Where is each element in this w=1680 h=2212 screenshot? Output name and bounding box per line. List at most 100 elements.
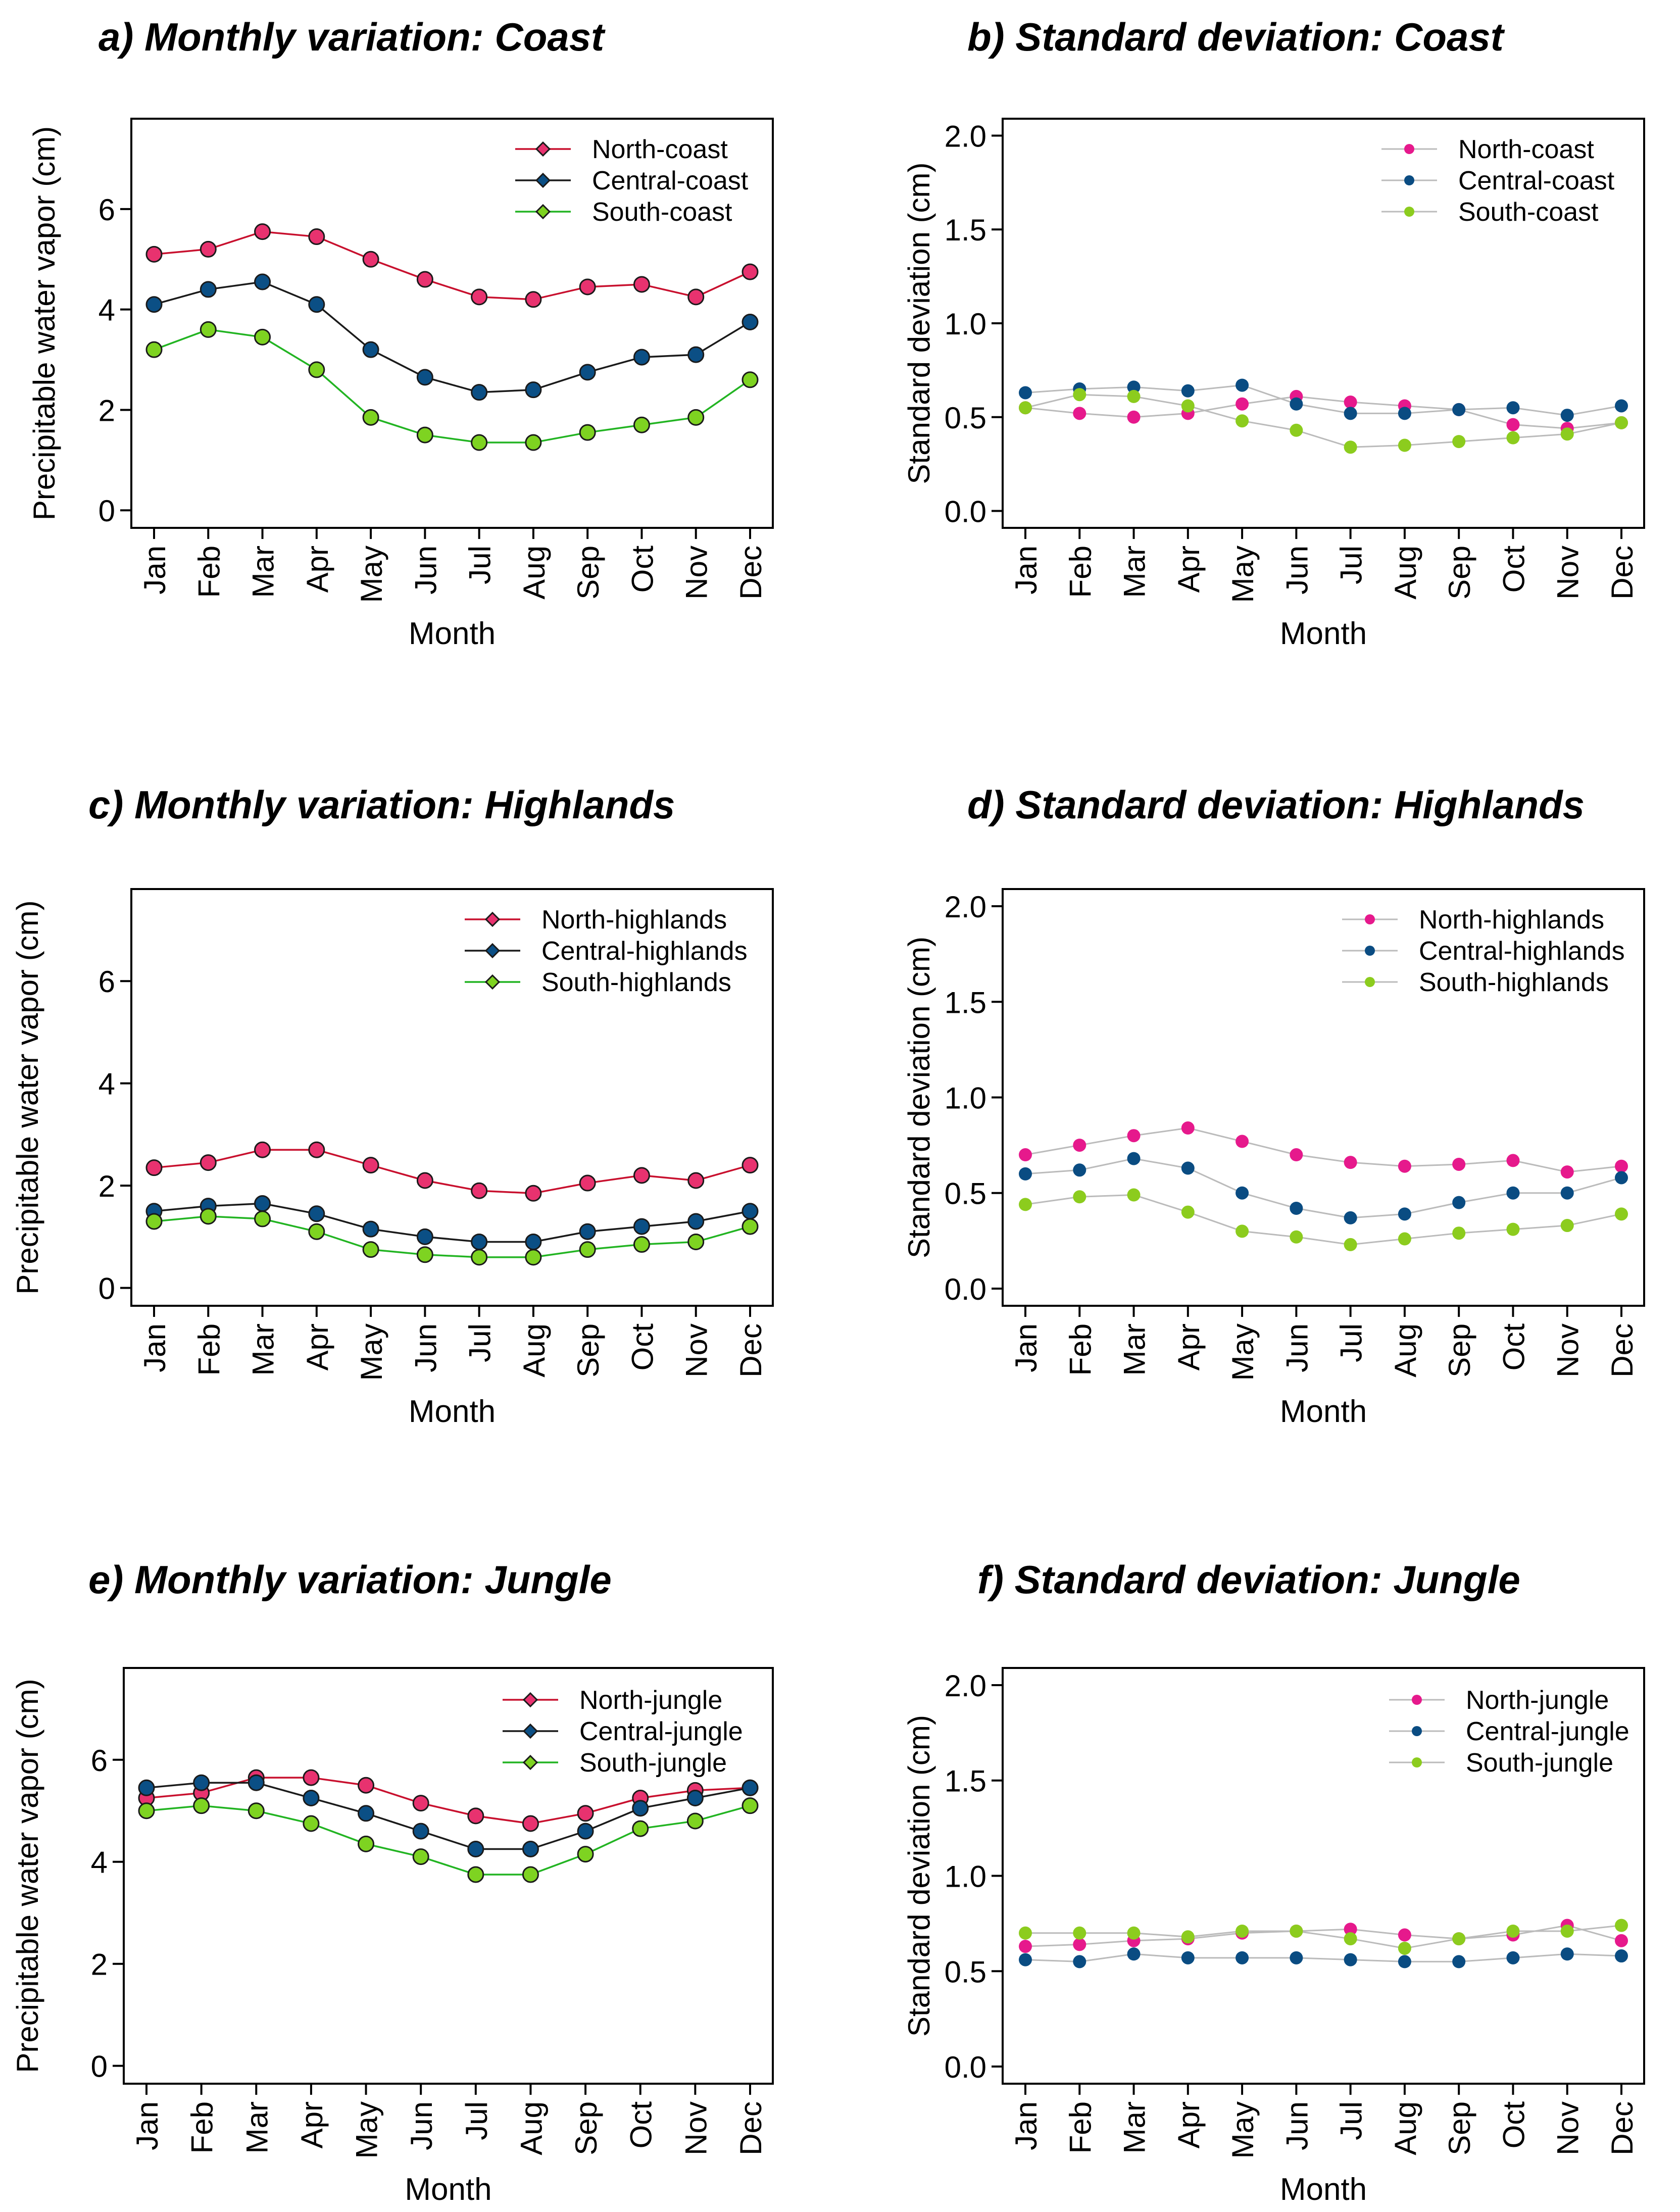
y-tick-label: 0.5	[945, 401, 986, 435]
data-point	[254, 328, 271, 346]
data-point	[193, 1797, 210, 1814]
data-point	[1506, 1222, 1520, 1236]
data-point	[1615, 399, 1628, 413]
data-point	[687, 1213, 705, 1230]
data-point	[687, 346, 705, 363]
y-tick-label: 1.0	[945, 1082, 986, 1115]
data-point	[687, 1233, 705, 1250]
data-point	[1344, 396, 1357, 409]
data-point	[467, 1840, 484, 1857]
data-point	[632, 1820, 649, 1837]
y-axis-label: Precipitable water vapor (cm)	[11, 900, 44, 1294]
x-tick-label: Sep	[571, 546, 605, 600]
y-tick-label: 6	[98, 965, 115, 999]
data-point	[1127, 389, 1141, 403]
data-point	[1019, 1953, 1032, 1967]
y-tick-label: 2	[98, 1169, 115, 1203]
x-tick-label: Sep	[569, 2101, 603, 2155]
x-tick-label: May	[1226, 1323, 1260, 1381]
data-point	[138, 1779, 155, 1796]
x-tick-label: Mar	[246, 546, 280, 598]
legend-label: Central-coast	[1458, 166, 1615, 195]
legend-label: North-coast	[592, 135, 728, 164]
data-point	[1452, 1932, 1466, 1946]
data-point	[145, 245, 163, 263]
data-point	[1615, 1207, 1628, 1221]
data-point	[1398, 1159, 1411, 1173]
data-point	[1073, 1955, 1086, 1969]
x-tick-label: May	[1226, 546, 1260, 603]
y-tick-label: 1.0	[945, 1860, 986, 1894]
x-axis-label: Month	[405, 2172, 491, 2207]
x-tick-label: Aug	[514, 2101, 548, 2155]
data-point	[1181, 384, 1195, 398]
data-point	[1344, 1932, 1357, 1946]
x-tick-label: Oct	[625, 546, 659, 593]
data-point	[577, 1846, 594, 1863]
data-point	[633, 1167, 650, 1184]
legend-marker	[1404, 207, 1414, 217]
data-point	[1127, 1152, 1141, 1165]
x-tick-label: Aug	[517, 546, 551, 600]
data-point	[686, 1790, 704, 1807]
data-point	[1290, 1924, 1303, 1938]
series-line-central-highlands	[154, 1202, 751, 1243]
data-point	[1073, 1926, 1086, 1940]
data-point	[525, 381, 542, 399]
data-point	[1506, 1951, 1520, 1964]
x-tick-label: Dec	[734, 546, 768, 600]
data-point	[1019, 1926, 1032, 1940]
data-point	[416, 369, 433, 386]
y-tick-label: 6	[91, 1744, 108, 1778]
y-tick-label: 2.0	[945, 119, 986, 153]
data-point	[254, 273, 271, 290]
y-tick-label: 2.0	[945, 1669, 986, 1703]
legend-marker	[1365, 977, 1375, 987]
legend-label: North-jungle	[1466, 1686, 1609, 1715]
data-point	[1398, 1941, 1411, 1955]
data-point	[1127, 1188, 1141, 1202]
data-point	[145, 1159, 163, 1176]
data-point	[1452, 1955, 1466, 1969]
chart-title: a) Monthly variation: Coast	[98, 15, 605, 59]
data-point	[742, 314, 759, 331]
data-point	[416, 1172, 433, 1189]
data-point	[1398, 1928, 1411, 1942]
data-point	[1073, 388, 1086, 402]
data-point	[1290, 1201, 1303, 1215]
y-axis-label: Standard deviation (cm)	[902, 163, 936, 484]
x-tick-label: Jan	[130, 2101, 164, 2150]
y-axis-label: Precipitable water vapor (cm)	[27, 126, 61, 520]
data-point	[1181, 1121, 1195, 1135]
data-point	[579, 364, 596, 381]
x-tick-label: Feb	[192, 1323, 226, 1375]
x-tick-label: Apr	[1172, 546, 1206, 593]
data-point	[1344, 1953, 1357, 1967]
data-point	[1560, 1186, 1574, 1200]
x-tick-label: Jun	[405, 2101, 438, 2150]
data-point	[362, 1157, 379, 1174]
data-point	[1506, 431, 1520, 445]
x-tick-label: Apr	[1172, 1323, 1206, 1370]
x-tick-label: Dec	[1605, 1323, 1639, 1378]
x-tick-label: Nov	[680, 1323, 714, 1378]
data-point	[577, 1823, 594, 1840]
legend-marker	[484, 911, 501, 927]
chart-title: f) Standard deviation: Jungle	[977, 1557, 1520, 1602]
data-point	[254, 223, 271, 240]
x-tick-label: May	[350, 2101, 384, 2158]
data-point	[1236, 1951, 1249, 1964]
data-point	[1452, 1226, 1466, 1240]
legend-label: North-highlands	[1419, 905, 1604, 935]
legend-label: North-highlands	[541, 905, 727, 935]
legend-label: Central-jungle	[579, 1717, 743, 1746]
y-tick-label: 0.5	[945, 1177, 986, 1211]
data-point	[254, 1141, 271, 1158]
x-tick-label: Jan	[1009, 546, 1043, 595]
y-axis-label: Standard deviation (cm)	[902, 937, 936, 1258]
x-tick-label: Sep	[1443, 2101, 1476, 2155]
legend-label: North-coast	[1458, 135, 1594, 164]
y-tick-label: 4	[91, 1846, 108, 1880]
legend-marker	[535, 204, 551, 220]
data-point	[308, 1205, 325, 1222]
